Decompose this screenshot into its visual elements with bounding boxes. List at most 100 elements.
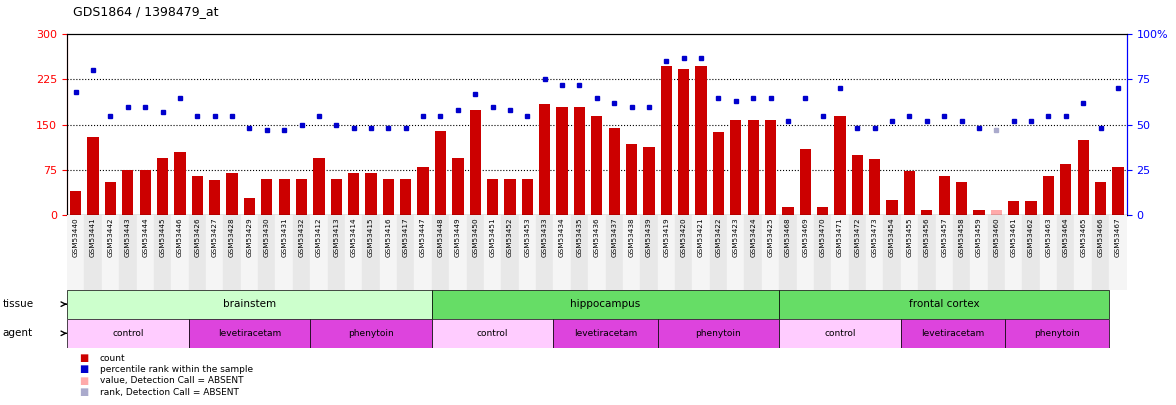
Bar bbox=[901, 215, 918, 290]
Bar bbox=[956, 181, 967, 215]
Bar bbox=[453, 158, 463, 215]
Bar bbox=[608, 128, 620, 215]
Text: GSM53425: GSM53425 bbox=[768, 217, 774, 256]
Bar bbox=[814, 215, 831, 290]
Bar bbox=[782, 207, 794, 215]
Bar bbox=[435, 130, 446, 215]
Text: levetiracetam: levetiracetam bbox=[574, 329, 637, 338]
Bar bbox=[675, 215, 693, 290]
Text: control: control bbox=[824, 329, 856, 338]
Bar bbox=[1025, 201, 1037, 215]
Text: GSM53431: GSM53431 bbox=[281, 217, 287, 256]
Bar bbox=[400, 179, 412, 215]
Bar bbox=[974, 210, 984, 215]
Bar bbox=[780, 215, 796, 290]
Bar bbox=[172, 215, 188, 290]
Bar bbox=[380, 215, 397, 290]
Bar bbox=[574, 107, 586, 215]
Text: control: control bbox=[112, 329, 143, 338]
Bar bbox=[849, 215, 866, 290]
Bar bbox=[501, 215, 519, 290]
Bar bbox=[640, 215, 657, 290]
Text: GSM53420: GSM53420 bbox=[681, 217, 687, 256]
Bar bbox=[243, 198, 255, 215]
Bar bbox=[432, 319, 554, 348]
Bar bbox=[657, 215, 675, 290]
Bar bbox=[883, 215, 901, 290]
Text: GSM53464: GSM53464 bbox=[1063, 217, 1069, 256]
Text: GSM53451: GSM53451 bbox=[489, 217, 495, 256]
Text: GSM53417: GSM53417 bbox=[402, 217, 409, 256]
Bar bbox=[626, 144, 637, 215]
Bar bbox=[296, 179, 307, 215]
Text: GSM53469: GSM53469 bbox=[802, 217, 808, 256]
Bar bbox=[223, 215, 241, 290]
Bar bbox=[330, 179, 342, 215]
Bar bbox=[345, 215, 362, 290]
Text: GSM53459: GSM53459 bbox=[976, 217, 982, 256]
Bar bbox=[483, 215, 501, 290]
Bar bbox=[209, 180, 220, 215]
Text: ■: ■ bbox=[79, 376, 88, 386]
Bar bbox=[122, 170, 133, 215]
Text: GSM53413: GSM53413 bbox=[333, 217, 339, 256]
Bar bbox=[397, 215, 414, 290]
Bar bbox=[796, 215, 814, 290]
Bar bbox=[695, 66, 707, 215]
Text: GSM53458: GSM53458 bbox=[958, 217, 964, 256]
Text: GSM53426: GSM53426 bbox=[194, 217, 200, 256]
Text: GSM53427: GSM53427 bbox=[212, 217, 218, 256]
Bar bbox=[67, 290, 432, 319]
Text: GSM53470: GSM53470 bbox=[820, 217, 826, 256]
Bar bbox=[154, 215, 172, 290]
Bar bbox=[1061, 164, 1071, 215]
Bar bbox=[1075, 215, 1091, 290]
Text: GSM53422: GSM53422 bbox=[715, 217, 721, 256]
Bar bbox=[1109, 215, 1127, 290]
Text: GSM53432: GSM53432 bbox=[299, 217, 305, 256]
Bar bbox=[487, 179, 499, 215]
Text: GSM53449: GSM53449 bbox=[455, 217, 461, 256]
Text: GSM53456: GSM53456 bbox=[924, 217, 930, 256]
Bar bbox=[261, 179, 273, 215]
Bar bbox=[432, 215, 449, 290]
Bar bbox=[710, 215, 727, 290]
Bar bbox=[1057, 215, 1075, 290]
Bar bbox=[362, 215, 380, 290]
Bar bbox=[554, 319, 657, 348]
Bar bbox=[1112, 166, 1123, 215]
Bar bbox=[467, 215, 483, 290]
Bar bbox=[102, 215, 119, 290]
Text: ■: ■ bbox=[79, 364, 88, 374]
Text: GSM53430: GSM53430 bbox=[263, 217, 269, 256]
Bar bbox=[505, 179, 515, 215]
Text: GSM53443: GSM53443 bbox=[125, 217, 131, 256]
Text: levetiracetam: levetiracetam bbox=[218, 329, 281, 338]
Text: hippocampus: hippocampus bbox=[570, 299, 641, 309]
Text: levetiracetam: levetiracetam bbox=[921, 329, 984, 338]
Text: GSM53466: GSM53466 bbox=[1097, 217, 1103, 256]
Bar bbox=[156, 158, 168, 215]
Bar bbox=[539, 104, 550, 215]
Text: GSM53428: GSM53428 bbox=[229, 217, 235, 256]
Bar bbox=[366, 173, 376, 215]
Bar bbox=[227, 173, 238, 215]
Bar bbox=[901, 319, 1005, 348]
Bar bbox=[1022, 215, 1040, 290]
Bar bbox=[657, 319, 780, 348]
Bar bbox=[713, 132, 724, 215]
Bar bbox=[1005, 319, 1109, 348]
Text: GSM53461: GSM53461 bbox=[1010, 217, 1017, 256]
Bar bbox=[241, 215, 258, 290]
Bar bbox=[206, 215, 223, 290]
Bar bbox=[85, 215, 102, 290]
Text: GSM53445: GSM53445 bbox=[160, 217, 166, 256]
Bar bbox=[119, 215, 136, 290]
Bar bbox=[988, 215, 1005, 290]
Bar bbox=[936, 215, 953, 290]
Text: GSM53460: GSM53460 bbox=[994, 217, 1000, 256]
Text: GSM53429: GSM53429 bbox=[247, 217, 253, 256]
Text: GSM53414: GSM53414 bbox=[350, 217, 356, 256]
Text: GSM53455: GSM53455 bbox=[907, 217, 913, 256]
Bar bbox=[661, 66, 671, 215]
